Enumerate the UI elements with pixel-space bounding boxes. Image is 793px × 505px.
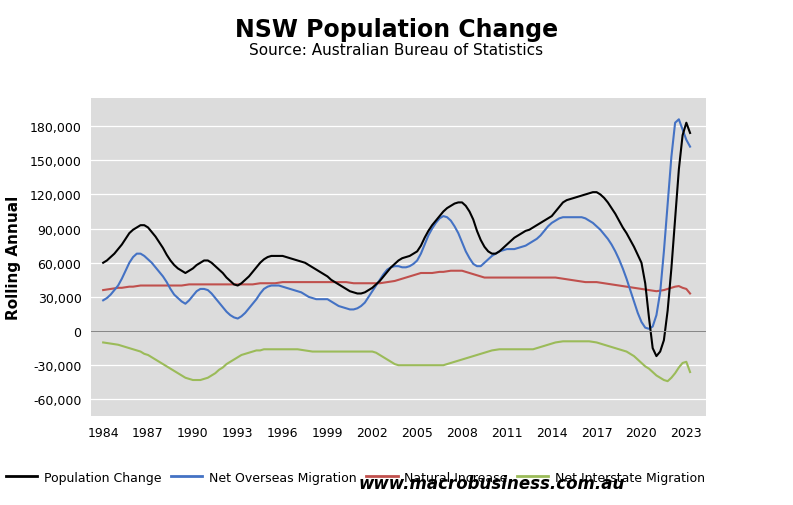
Text: www.macrobusiness.com.au: www.macrobusiness.com.au — [358, 474, 625, 492]
Text: MACRO: MACRO — [667, 29, 741, 47]
Text: Source: Australian Bureau of Statistics: Source: Australian Bureau of Statistics — [250, 43, 543, 58]
Y-axis label: Rolling Annual: Rolling Annual — [6, 195, 21, 320]
Text: NSW Population Change: NSW Population Change — [235, 18, 558, 41]
Text: BUSINESS: BUSINESS — [653, 57, 754, 75]
Legend: Population Change, Net Overseas Migration, Natural Increase, Net Interstate Migr: Population Change, Net Overseas Migratio… — [2, 466, 710, 489]
